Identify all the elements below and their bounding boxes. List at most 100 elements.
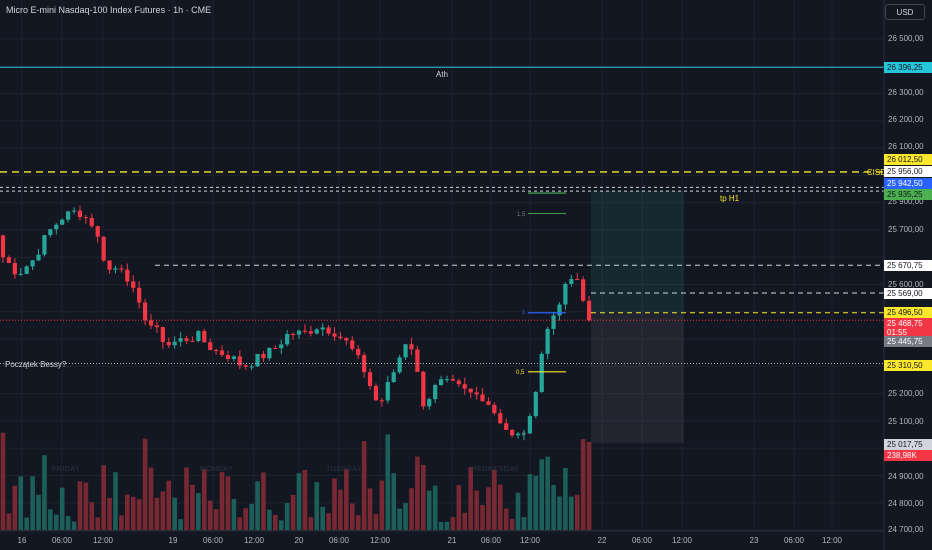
volume-bar [332, 478, 337, 530]
time-axis-tick: 06:00 [328, 536, 350, 545]
price-tag-25935: 25 935,25 [884, 189, 932, 200]
candle-body [119, 268, 124, 270]
candle-body [18, 273, 23, 275]
volume-bar [65, 516, 71, 530]
volume-bar [77, 481, 83, 530]
candle-body [391, 372, 396, 383]
candle-body [0, 235, 6, 258]
volume-bar [492, 469, 497, 530]
volume-bar [113, 472, 118, 530]
volume-bar [12, 485, 18, 530]
volume-bar [527, 474, 533, 530]
candle-body [533, 392, 538, 417]
candle-body [492, 404, 497, 414]
fib-0-5-label: 0,5 [516, 370, 525, 376]
volume-bar [497, 484, 503, 530]
day-watermark: WEDNESDAY [470, 466, 520, 473]
volume-bar [379, 480, 385, 530]
loss-zone [591, 312, 684, 444]
volume-bar [83, 482, 89, 530]
price-axis-tick: 26 100,00 [888, 142, 924, 151]
price-tag-volume: 238,98K [884, 450, 932, 461]
volume-bar [367, 488, 373, 530]
candle-body [261, 353, 266, 359]
volume-bar [89, 502, 95, 530]
volume-bar [545, 456, 550, 530]
candle-body [504, 423, 509, 430]
time-axis-tick: 12:00 [821, 536, 843, 545]
volume-bar [249, 503, 254, 530]
price-tag-25496: 25 496,50 [884, 307, 932, 318]
candle-body [48, 229, 53, 236]
time-axis-tick: 06:00 [51, 536, 73, 545]
fib-2-label: 2 [522, 187, 526, 193]
candle-body [515, 433, 521, 436]
chart-title: Micro E-mini Nasdaq-100 Index Futures · … [6, 5, 212, 15]
volume-bar [42, 455, 47, 530]
volume-bar [308, 517, 314, 530]
volume-bar [320, 506, 325, 530]
candle-body [450, 379, 456, 381]
candle-body [208, 342, 213, 350]
candle-body [214, 349, 219, 351]
volume-bar [190, 484, 195, 530]
candle-body [486, 401, 491, 405]
candle-body [527, 416, 532, 434]
candle-body [326, 327, 331, 334]
price-tag-25956: 25 956,00 [884, 166, 932, 177]
volume-bar [456, 485, 462, 530]
candle-body [462, 384, 467, 389]
candle-body [539, 353, 544, 393]
candle-body [296, 330, 302, 335]
candle-body [89, 217, 94, 227]
candle-body [344, 338, 349, 341]
volume-bar [267, 509, 272, 530]
volume-bar [551, 485, 556, 530]
price-axis-tick: 24 700,00 [888, 525, 924, 534]
candle-body [36, 254, 41, 261]
price-axis-tick: 25 600,00 [888, 280, 924, 289]
volume-bar [326, 513, 331, 530]
volume-bar [563, 467, 568, 530]
volume-bar [261, 472, 266, 530]
cisd-text: CISD [866, 168, 887, 177]
candle-body [563, 283, 568, 305]
volume-bar [71, 521, 77, 530]
volume-bar [462, 512, 468, 530]
time-axis-tick: 22 [597, 536, 607, 545]
time-axis-tick: 21 [447, 536, 457, 545]
time-axis-tick: 23 [749, 536, 759, 545]
currency-button[interactable]: USD [885, 4, 925, 20]
volume-bar [59, 487, 65, 530]
price-tag-25569: 25 569,00 [884, 288, 932, 299]
volume-bar [273, 515, 278, 530]
candle-body [456, 380, 461, 385]
candle-body [302, 330, 308, 332]
candle-body [379, 400, 384, 402]
volume-bar [474, 490, 479, 530]
candle-body [421, 371, 426, 407]
candle-body [521, 433, 527, 435]
candle-body [154, 325, 160, 328]
volume-bar [95, 517, 101, 530]
volume-bar [296, 473, 302, 530]
volume-bar [468, 467, 473, 530]
candle-body [178, 338, 183, 342]
cisd-label: · CISD [862, 168, 887, 177]
candle-body [190, 340, 195, 342]
volume-bar [450, 517, 456, 530]
volume-bar [314, 482, 320, 530]
volume-bar [255, 481, 260, 530]
candle-body [12, 263, 17, 275]
candle-body [113, 268, 118, 270]
volume-bar [219, 472, 225, 530]
candle-body [285, 333, 290, 345]
volume-bar [48, 509, 53, 530]
candle-body [427, 399, 432, 407]
volume-bar [18, 476, 24, 530]
candle-body [219, 350, 225, 355]
price-tag-countdown: 01:55 [884, 327, 932, 338]
volume-bar [391, 473, 397, 530]
volume-bar [361, 441, 367, 530]
